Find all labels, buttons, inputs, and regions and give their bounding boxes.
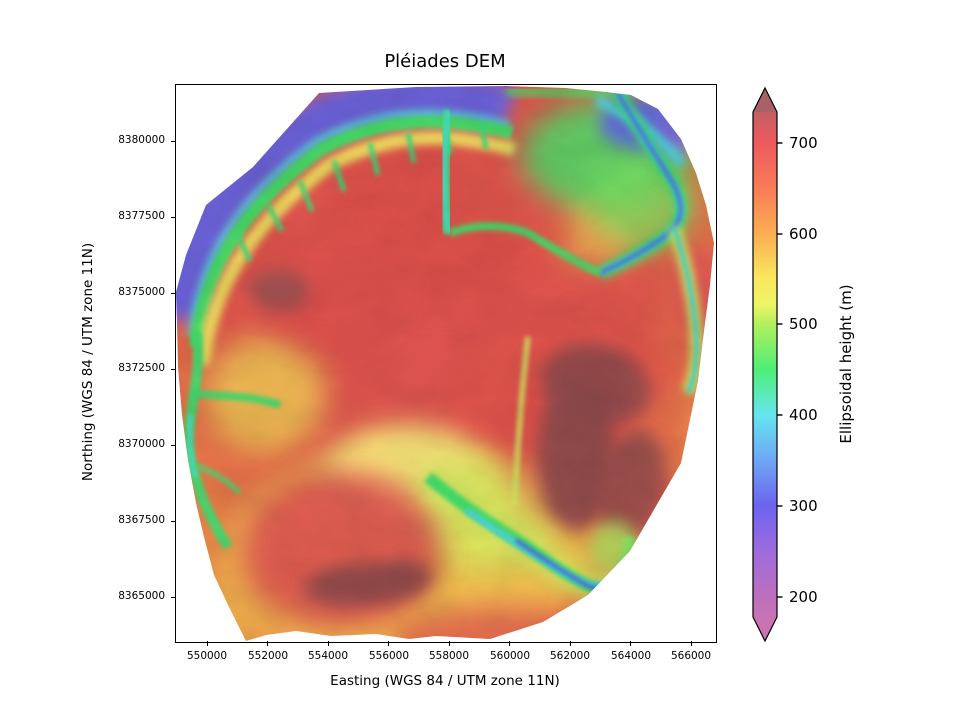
colorbar-tick-label: 200: [789, 588, 818, 606]
x-tick-mark: [630, 641, 632, 646]
x-tick-mark: [267, 641, 269, 646]
x-tick-label: 558000: [428, 650, 470, 662]
dem-map: [176, 86, 714, 641]
y-tick-mark: [170, 520, 175, 522]
x-tick-label: 550000: [186, 650, 228, 662]
x-tick-label: 566000: [670, 650, 712, 662]
y-tick-mark: [170, 292, 175, 294]
figure-title: Pléiades DEM: [384, 51, 506, 72]
colorbar-under-arrow: [753, 617, 777, 641]
colorbar-tick-label: 400: [789, 406, 818, 424]
x-tick-mark: [448, 641, 450, 646]
x-tick-mark: [206, 641, 208, 646]
x-tick-mark: [388, 641, 390, 646]
y-axis-label: Northing (WGS 84 / UTM zone 11N): [80, 242, 96, 482]
y-tick-label: 8377500: [118, 210, 165, 222]
y-tick-label: 8365000: [118, 590, 165, 602]
colorbar-label: Ellipsoidal height (m): [837, 284, 855, 444]
colorbar-tick-label: 500: [789, 315, 818, 333]
colorbar-tick-marks: [777, 142, 783, 598]
x-axis-label: Easting (WGS 84 / UTM zone 11N): [330, 673, 560, 689]
colorbar-outline: [752, 86, 778, 643]
y-tick-mark: [170, 216, 175, 218]
y-tick-mark: [170, 596, 175, 598]
y-tick-mark: [170, 140, 175, 142]
x-tick-mark: [509, 641, 511, 646]
x-tick-label: 562000: [549, 650, 591, 662]
y-tick-label: 8372500: [118, 362, 165, 374]
colorbar-gradient: [753, 112, 777, 617]
x-tick-mark: [690, 641, 692, 646]
y-tick-label: 8367500: [118, 514, 165, 526]
x-tick-label: 554000: [307, 650, 349, 662]
colorbar-tick-label: 700: [789, 134, 818, 152]
colorbar-tick-label: 300: [789, 497, 818, 515]
x-tick-label: 556000: [368, 650, 410, 662]
x-tick-label: 560000: [489, 650, 531, 662]
colorbar-over-arrow: [753, 88, 777, 112]
y-tick-label: 8370000: [118, 438, 165, 450]
y-tick-label: 8380000: [118, 134, 165, 146]
x-tick-label: 564000: [610, 650, 652, 662]
colorbar: [752, 86, 783, 643]
y-tick-mark: [170, 444, 175, 446]
colorbar-tick-label: 600: [789, 225, 818, 243]
y-tick-mark: [170, 368, 175, 370]
x-tick-label: 552000: [247, 650, 289, 662]
y-tick-label: 8375000: [118, 286, 165, 298]
plot-area: [175, 84, 717, 643]
x-tick-mark: [569, 641, 571, 646]
x-tick-mark: [327, 641, 329, 646]
